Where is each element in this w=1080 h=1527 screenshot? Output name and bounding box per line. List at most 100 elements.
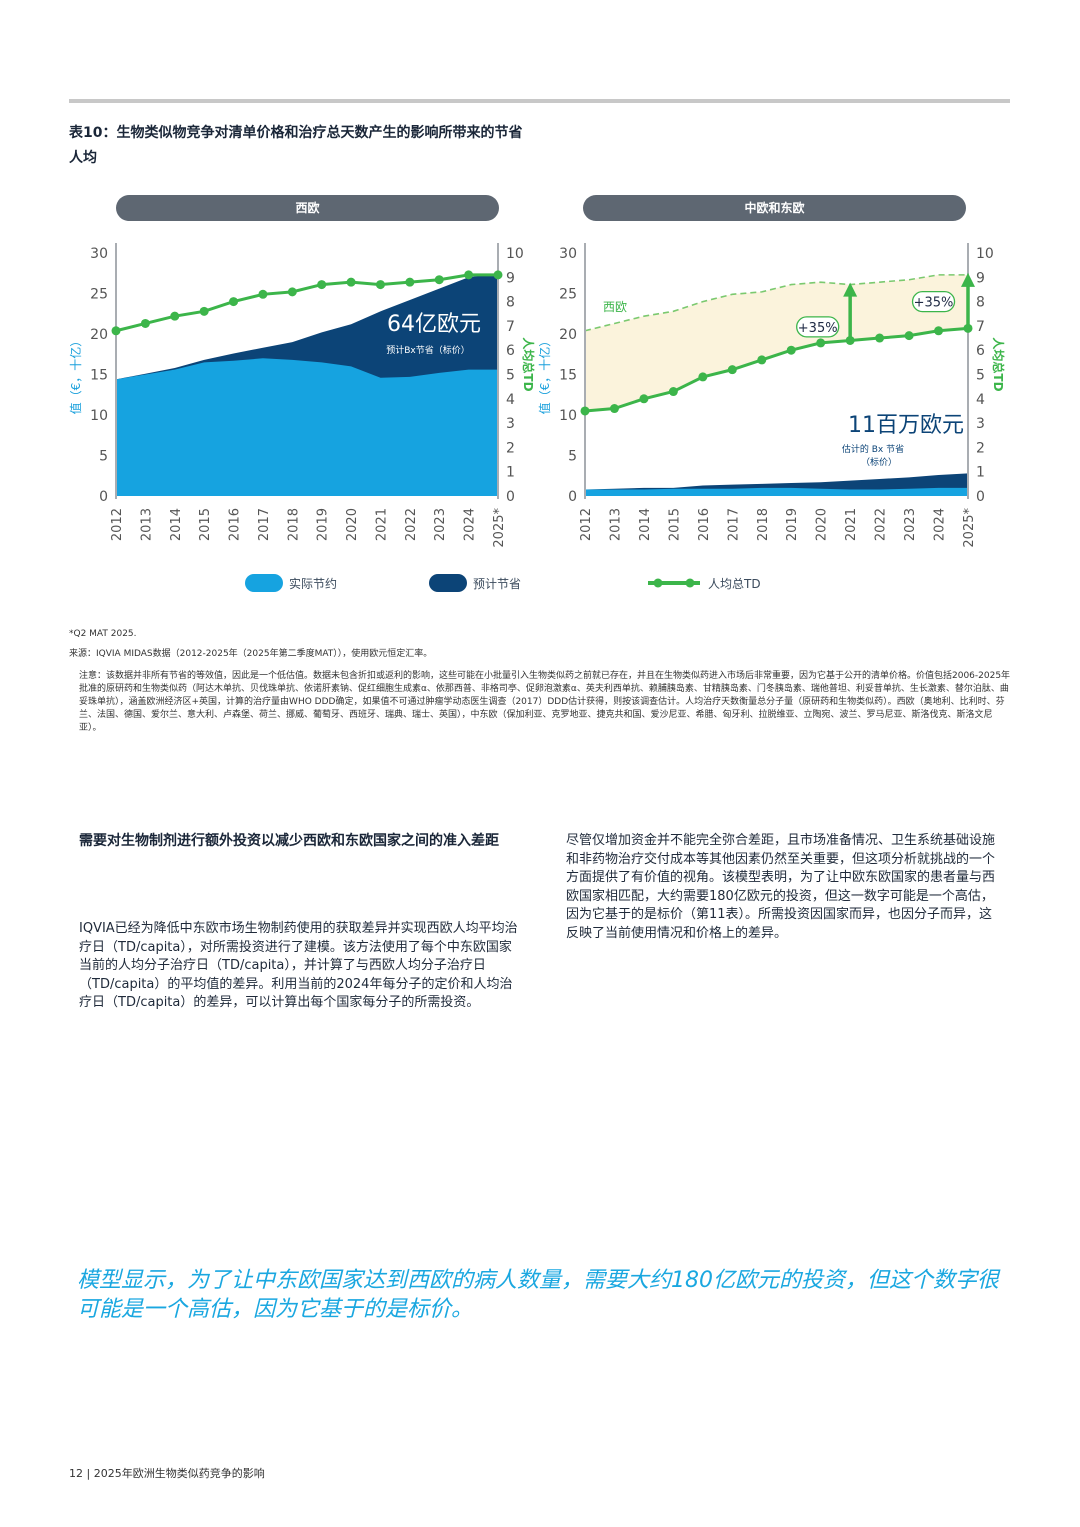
p1-x-tick-label: 2015: [667, 508, 682, 541]
p1-y2-tick-label: 5: [976, 368, 985, 384]
legend-swatch-actual: [245, 574, 283, 592]
paragraph-left: IQVIA已经为降低中东欧市场生物制药使用的获取差异并实现西欧人均平均治疗日（T…: [79, 921, 518, 1010]
p1-td-point: [609, 404, 619, 414]
p0-x-tick-label: 2021: [374, 508, 389, 541]
p0-y2-axis-title: 人均总TD: [521, 337, 536, 391]
p1-x-tick-label: 2019: [785, 508, 800, 541]
p1-y2-tick-label: 6: [976, 343, 985, 359]
figure-title-line1: 表10：生物类似物竞争对清单价格和治疗总天数产生的影响所带来的节省: [69, 125, 523, 141]
p1-west-reference-line: [584, 274, 968, 332]
p0-y-tick-label: 20: [90, 327, 108, 343]
p1-td-point: [727, 365, 737, 375]
figure-title: 表10：生物类似物竞争对清单价格和治疗总天数产生的影响所带来的节省 人均: [69, 121, 669, 171]
p1-y2-tick-label: 3: [976, 416, 985, 432]
p0-x-tick-label: 2013: [139, 508, 154, 541]
p1-y2-axis-title: 人均总TD: [991, 337, 1006, 391]
gap-percent-label: +35%: [914, 296, 954, 311]
p0-y-axis-title: 值（€，十亿）: [68, 335, 83, 415]
p1-y-tick-label: 25: [559, 287, 577, 303]
p1-x-tick-label: 2014: [638, 508, 653, 541]
p1-x-tick-label: 2012: [579, 508, 594, 541]
p0-td-point: [170, 311, 180, 321]
legend-label-td: 人均总TD: [708, 577, 761, 591]
p0-y2-tick-label: 5: [506, 368, 515, 384]
p0-td-line: [115, 273, 498, 333]
p1-x-tick-label: 2025*: [962, 508, 977, 548]
gap-percent-label: +35%: [798, 321, 838, 336]
p0-x-tick-label: 2023: [433, 508, 448, 541]
gap-arrow-head: [961, 272, 975, 287]
p1-y2-tick-label: 7: [976, 319, 985, 335]
p1-td-point: [934, 326, 944, 336]
p1-x-tick-label: 2023: [903, 508, 918, 541]
west-savings-note: 预计Bx节省（标价）: [386, 344, 470, 356]
p1-actual-savings-area: [585, 487, 968, 496]
p1-x-tick-label: 2022: [874, 508, 889, 541]
p1-y-tick-label: 10: [559, 408, 577, 424]
p1-west-reference-label: 西欧: [603, 300, 627, 314]
p1-x-tick-label: 2013: [608, 508, 623, 541]
panel-title-west: 西欧: [116, 195, 499, 221]
p1-y-axis-title: 值（€，十亿）: [537, 335, 552, 415]
p1-x-tick-label: 2024: [933, 508, 948, 541]
p0-td-point: [434, 275, 444, 285]
p1-y-tick-label: 15: [559, 368, 577, 384]
p0-x-tick-label: 2018: [286, 508, 301, 541]
top-rule: [69, 99, 1010, 103]
gap-percent-badge: [796, 316, 840, 338]
pull-quote: 模型显示，为了让中东欧国家达到西欧的病人数量，需要大约180亿欧元的投资，但这个…: [77, 1268, 999, 1322]
cee-savings-note-line2: （标价）: [861, 456, 897, 468]
p1-y2-tick-label: 10: [976, 246, 994, 262]
p1-x-tick-label: 2016: [697, 508, 712, 541]
p1-td-point: [875, 333, 885, 343]
p0-y-tick-label: 5: [99, 449, 108, 465]
p1-y-tick-label: 0: [568, 489, 577, 505]
p0-y-tick-label: 0: [99, 489, 108, 505]
p1-y-tick-label: 20: [559, 327, 577, 343]
p0-x-tick-label: 2016: [228, 508, 243, 541]
p0-y2-tick-label: 3: [506, 416, 515, 432]
p0-y2-tick-label: 0: [506, 489, 515, 505]
p0-x-tick-label: 2015: [198, 508, 213, 541]
p0-y2-tick-label: 8: [506, 295, 515, 311]
p0-td-point: [140, 318, 150, 328]
p1-y2-tick-label: 2: [976, 440, 985, 456]
p1-td-point: [698, 372, 708, 382]
p0-td-point: [111, 326, 121, 336]
p1-td-point: [845, 335, 855, 345]
p0-y2-tick-label: 1: [506, 465, 515, 481]
p1-td-point: [757, 355, 767, 365]
p0-td-point: [464, 270, 474, 280]
legend-label-projected: 预计节省: [473, 577, 522, 591]
legend-swatch-projected: [429, 574, 467, 592]
panel-title-cee: 中欧和东欧: [583, 195, 966, 221]
p1-y-tick-label: 5: [568, 449, 577, 465]
p0-actual-savings-area: [116, 358, 498, 496]
p0-y-tick-label: 30: [90, 246, 108, 262]
gap-percent-badge: [911, 290, 956, 313]
p0-x-tick-label: 2017: [257, 508, 272, 541]
p0-td-point: [287, 287, 297, 297]
footnote-mat: *Q2 MAT 2025.: [69, 629, 137, 639]
p0-td-point: [493, 270, 503, 280]
west-savings-value: 64亿欧元: [387, 312, 481, 337]
p0-x-tick-label: 2025*: [492, 508, 507, 548]
cee-savings-note-line1: 估计的 Bx 节省: [842, 443, 904, 455]
footnote-notes: 注意：该数据并非所有节省的等效值，因此是一个低估值。数据未包含折扣或返利的影响，…: [79, 671, 1011, 733]
p1-y2-tick-label: 4: [976, 392, 985, 408]
p0-td-point: [317, 280, 327, 290]
p1-td-point: [786, 345, 796, 355]
legend-label-actual: 实际节约: [289, 577, 338, 591]
p0-td-point: [229, 297, 239, 307]
footnote-source: 来源：IQVIA MIDAS数据（2012-2025年（2025年第二季度MAT…: [69, 649, 433, 659]
p0-y2-tick-label: 7: [506, 319, 515, 335]
p1-td-point: [816, 338, 826, 348]
p0-y2-tick-label: 9: [506, 270, 515, 286]
cee-savings-value: 11百万欧元: [848, 413, 964, 438]
p1-x-tick-label: 2021: [844, 508, 859, 541]
p0-y2-tick-label: 6: [506, 343, 515, 359]
p1-td-point: [668, 387, 678, 397]
p1-x-tick-label: 2020: [815, 508, 830, 541]
p0-x-tick-label: 2020: [345, 508, 360, 541]
